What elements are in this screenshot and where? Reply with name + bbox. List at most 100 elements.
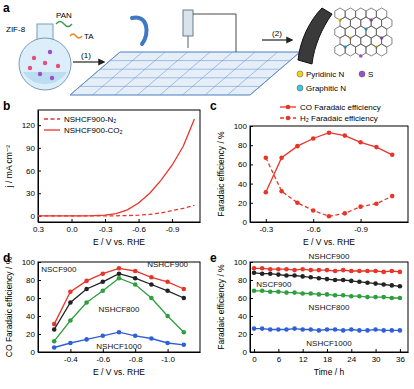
tick-mark	[351, 349, 352, 352]
tick-mark	[250, 184, 253, 185]
data-point	[84, 300, 89, 305]
tick-mark	[38, 262, 41, 263]
mesh-line	[138, 52, 188, 95]
data-layer	[252, 266, 402, 333]
y-axis-title: CO Faradaic efficiency / %	[4, 256, 14, 357]
x-tick: 18	[323, 349, 332, 364]
hexagon	[376, 44, 386, 56]
data-point	[292, 326, 297, 331]
data-point	[349, 327, 354, 332]
series-line	[254, 268, 400, 272]
x-tick: -0.3	[259, 219, 273, 234]
data-point	[52, 339, 57, 344]
tick-label: -0.3	[99, 225, 113, 234]
data-point	[365, 295, 370, 300]
tick-label: -0.9	[166, 225, 180, 234]
tick-mark	[250, 126, 253, 127]
data-point	[311, 208, 316, 213]
data-point	[389, 328, 394, 333]
data-point	[101, 289, 106, 294]
graphene-lattice	[335, 8, 392, 58]
data-point	[357, 269, 362, 274]
data-point	[84, 337, 89, 342]
tick-mark	[400, 349, 401, 352]
mesh-line	[93, 52, 143, 95]
tick-label: 30	[372, 355, 381, 364]
y-tick: 40	[26, 312, 41, 321]
data-point	[165, 280, 170, 285]
y-tick: 120	[22, 121, 41, 130]
tick-mark	[38, 125, 41, 126]
step-label: (1)	[81, 51, 91, 60]
panel-label: c	[210, 99, 217, 113]
data-point	[279, 155, 284, 160]
data-point	[117, 271, 122, 276]
data-point	[276, 272, 281, 277]
x-tick: 6	[277, 349, 282, 364]
data-point	[327, 130, 332, 135]
data-point	[252, 289, 257, 294]
legend-label: H₂ Faradaic efficiency	[300, 114, 378, 123]
chart-panel: c-0.3-0.6-0.9020406080100E / V vs. RHEFa…	[210, 99, 409, 247]
tick-label: -0.3	[259, 225, 273, 234]
fiber-mesh	[70, 52, 300, 95]
data-point	[268, 267, 273, 272]
tick-mark	[38, 298, 41, 299]
tick-label: -0.6	[96, 355, 110, 364]
data-point	[149, 275, 154, 280]
fiber	[132, 17, 147, 44]
tick-label: 100	[234, 258, 248, 267]
figure: aPANTAZIF-8(1)(2)Pyridinic NSGraphitic N…	[0, 0, 414, 389]
x-axis-title: E / V vs. RHE	[303, 237, 355, 247]
data-layer	[264, 130, 395, 218]
data-point	[333, 293, 338, 298]
flask-particle	[32, 56, 36, 60]
data-point	[165, 289, 170, 294]
data-point	[68, 318, 73, 323]
x-tick: -0.9	[354, 219, 368, 234]
tick-label: 0	[243, 218, 248, 227]
tick-mark	[250, 280, 253, 281]
needle	[187, 36, 188, 48]
tick-label: 0	[31, 212, 36, 221]
flask-particle	[48, 50, 52, 54]
axis-line	[251, 352, 409, 353]
data-point	[84, 287, 89, 292]
legend: CO Faradaic efficiencyH₂ Faradaic effici…	[280, 103, 381, 123]
series-label: NSCF900	[256, 280, 292, 289]
tick-mark	[38, 171, 41, 172]
y-tick: 20	[238, 330, 253, 339]
x-tick: -1.0	[161, 349, 175, 364]
y-tick: 80	[26, 276, 41, 285]
data-point	[389, 296, 394, 301]
data-point	[276, 327, 281, 332]
tick-mark	[38, 352, 41, 353]
legend: NSHCF900-N₂NSHCF900-CO₂	[44, 115, 123, 135]
tick-label: 80	[238, 141, 247, 150]
data-point	[317, 268, 322, 273]
data-point	[373, 281, 378, 286]
legend-label: Pyridinic N	[306, 70, 344, 79]
tick-label: -0.6	[132, 225, 146, 234]
data-point	[373, 327, 378, 332]
plot-frame	[250, 262, 408, 352]
tick-label: 20	[26, 330, 35, 339]
data-point	[84, 279, 89, 284]
x-tick: -0.6	[307, 219, 321, 234]
data-point	[52, 345, 57, 350]
data-point	[341, 293, 346, 298]
data-point	[341, 328, 346, 333]
data-point	[182, 296, 187, 301]
mesh-line	[160, 52, 210, 95]
arrow	[262, 39, 292, 40]
data-point	[284, 267, 289, 272]
x-tick: 12	[299, 349, 308, 364]
tick-mark	[250, 298, 253, 299]
data-point	[101, 280, 106, 285]
data-point	[149, 296, 154, 301]
mesh-line	[80, 86, 260, 87]
wire	[193, 14, 236, 52]
data-point	[268, 327, 273, 332]
tick-label: 80	[26, 276, 35, 285]
data-point	[389, 269, 394, 274]
